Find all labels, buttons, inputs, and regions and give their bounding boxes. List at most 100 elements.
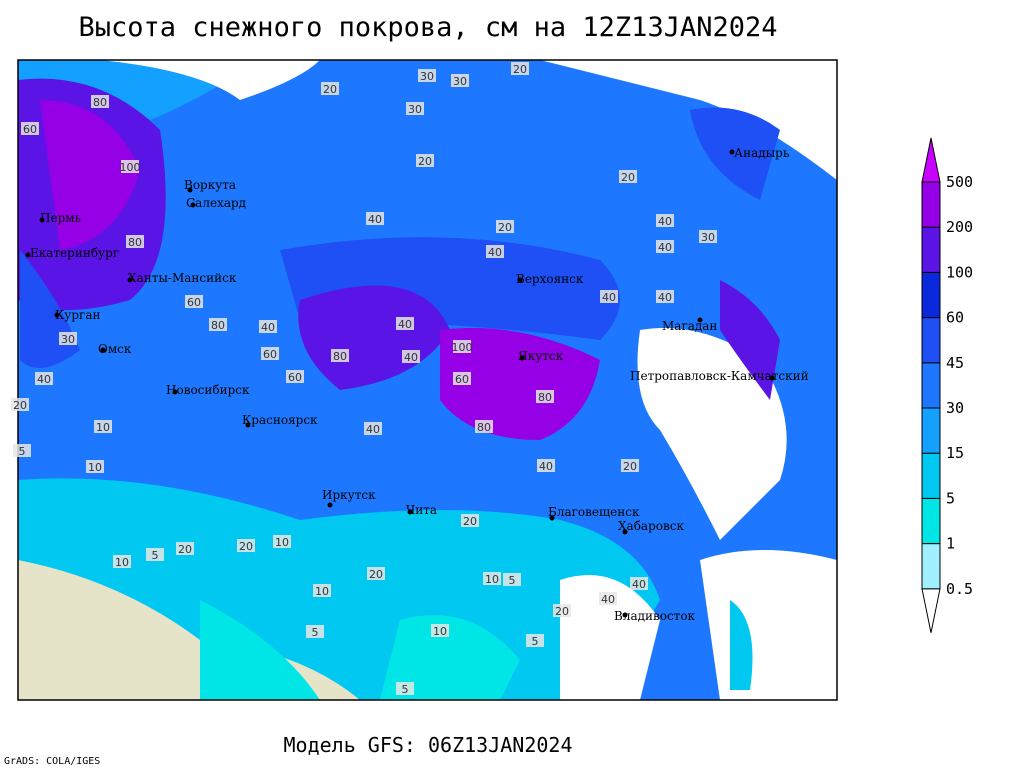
contour-label-bg	[503, 573, 521, 586]
colorbar-triangle	[921, 588, 941, 633]
contour-label: 30	[453, 75, 467, 88]
contour-label: 10	[433, 625, 447, 638]
contour-label-bg	[396, 682, 414, 695]
contour-label: 10	[88, 461, 102, 474]
city-dot	[39, 217, 45, 223]
contour-label: 20	[623, 460, 637, 473]
contour-label: 10	[96, 421, 110, 434]
colorbar-box	[921, 407, 941, 454]
contour-label: 100	[120, 161, 141, 174]
contour-label-bg	[599, 592, 617, 605]
contour-label: 40	[602, 291, 616, 304]
contour-label: 20	[555, 605, 569, 618]
contour-label: 5	[312, 626, 319, 639]
contour-label: 20	[418, 155, 432, 168]
contour-label: 40	[368, 213, 382, 226]
colorbar-label: 500	[946, 173, 973, 191]
city-labels: Анадырь Верхоянск Магадан Якутск Петропа…	[25, 146, 809, 623]
contour-label-bg	[656, 290, 674, 303]
contour-label: 40	[398, 318, 412, 331]
contour-label-bg	[496, 220, 514, 233]
city-dot	[54, 312, 60, 318]
contour-label-bg	[259, 320, 277, 333]
contour-label-bg	[21, 122, 39, 135]
city-dot	[245, 422, 251, 428]
contour-label: 40	[539, 460, 553, 473]
city-label: Верхоянск	[516, 272, 584, 286]
contour-label: 5	[509, 574, 516, 587]
city-dot	[100, 347, 106, 353]
city-label: Иркутск	[322, 488, 376, 502]
contour-label-bg	[406, 102, 424, 115]
contour-label-bg	[13, 444, 31, 457]
contour-label-bg	[402, 350, 420, 363]
contour-label: 30	[408, 103, 422, 116]
contour-label: 40	[404, 351, 418, 364]
city-label: Пермь	[40, 211, 82, 225]
contour-label-bg	[273, 535, 291, 548]
contour-label: 10	[485, 573, 499, 586]
contour-label: 10	[315, 585, 329, 598]
contour-label-bg	[416, 154, 434, 167]
city-label: Ханты-Мансийск	[128, 271, 237, 285]
contour-label: 60	[288, 371, 302, 384]
contour-label: 40	[261, 321, 275, 334]
colorbar-label: 15	[946, 444, 964, 462]
colorbar-triangle	[921, 137, 941, 183]
contour-label-bg	[146, 548, 164, 561]
colorbar-box	[921, 452, 941, 499]
city-dot	[519, 355, 525, 361]
contour-label: 20	[323, 83, 337, 96]
contour-label: 60	[187, 296, 201, 309]
city-label: Владивосток	[614, 609, 696, 623]
contour-label-bg	[126, 235, 144, 248]
contour-label: 30	[701, 231, 715, 244]
contour-label-bg	[553, 604, 571, 617]
contour-label: 10	[275, 536, 289, 549]
contour-label: 60	[455, 373, 469, 386]
colorbar-label: 0.5	[946, 580, 973, 598]
contour-label: 40	[658, 241, 672, 254]
contour-label: 5	[19, 445, 26, 458]
map-frame	[17, 59, 838, 701]
city-label: Омск	[98, 342, 132, 356]
contour-label-bg	[630, 577, 648, 590]
contour-label: 80	[211, 319, 225, 332]
city-label: Красноярск	[242, 413, 318, 427]
contour-label-bg	[621, 459, 639, 472]
contour-label-bg	[461, 514, 479, 527]
city-label: Благовещенск	[548, 505, 640, 519]
city-dot	[729, 149, 735, 155]
credit: GrADS: COLA/IGES	[4, 756, 100, 767]
contour-label: 20	[463, 515, 477, 528]
city-label: Петропавловск-Камчатский	[630, 369, 809, 383]
colorbar-label: 60	[946, 309, 964, 327]
contour-label-bg	[313, 584, 331, 597]
contour-label: 80	[128, 236, 142, 249]
city-label: Хабаровск	[618, 519, 684, 533]
contour-label-bg	[453, 372, 471, 385]
contour-label: 20	[178, 543, 192, 556]
colorbar-box	[921, 181, 941, 228]
contour-label-bg	[306, 625, 324, 638]
contour-label-bg	[475, 420, 493, 433]
city-dot	[697, 317, 703, 323]
contour-label: 20	[621, 171, 635, 184]
colorbar-label: 100	[946, 263, 973, 281]
contour-label-bg	[396, 317, 414, 330]
colorbar-box	[921, 271, 941, 319]
contour-label: 60	[263, 348, 277, 361]
city-dot	[407, 509, 413, 515]
contour-label-bg	[483, 572, 501, 585]
contour-label-bg	[331, 349, 349, 362]
contour-label-bg	[367, 567, 385, 580]
colorbar-label: 5	[946, 489, 955, 507]
colorbar-label: 45	[946, 354, 964, 372]
city-dot	[172, 389, 178, 395]
contour-label-bg	[209, 318, 227, 331]
city-dot	[622, 529, 628, 535]
contour-label: 5	[402, 683, 409, 696]
contour-label-bg	[86, 460, 104, 473]
city-label: Курган	[55, 308, 100, 322]
